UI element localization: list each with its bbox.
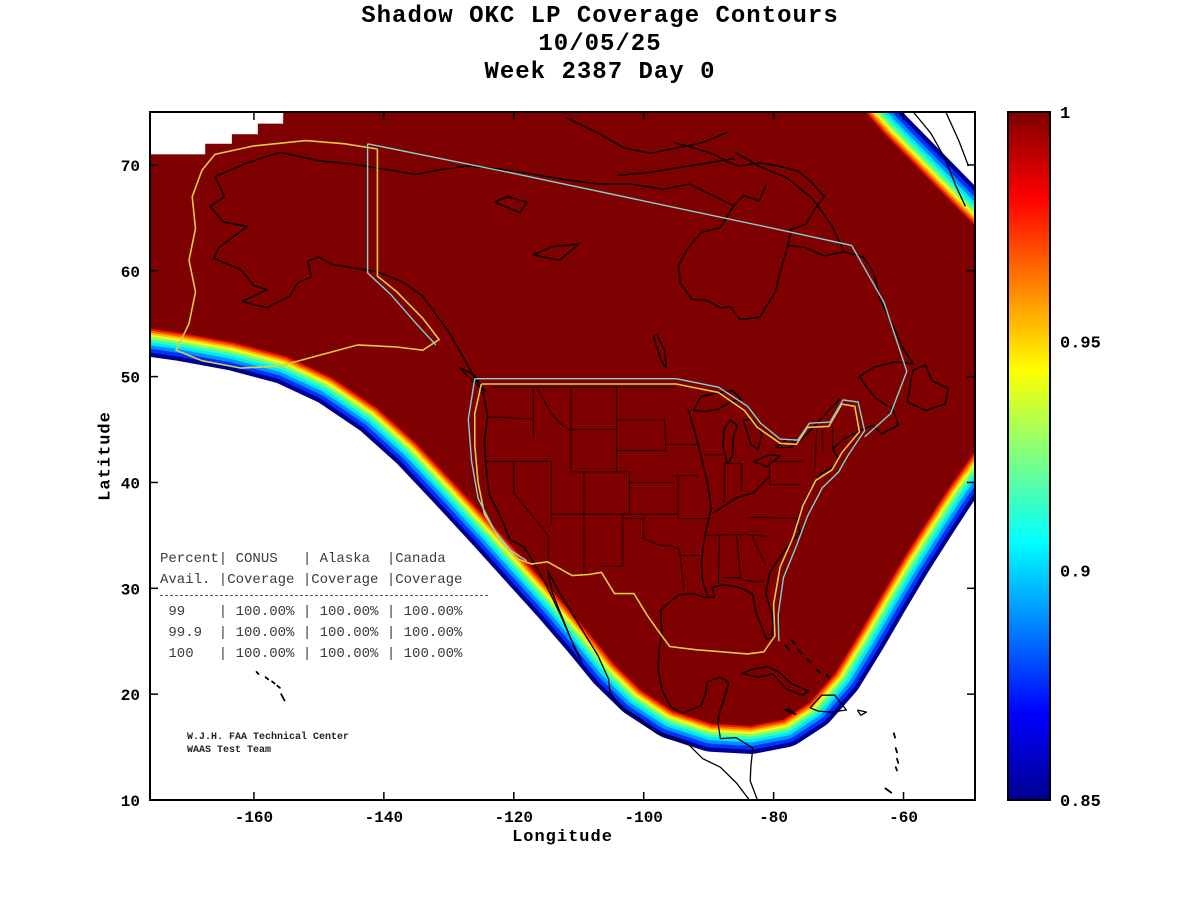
table-header-line: Percent| CONUS | Alaska |Canada — [160, 551, 446, 567]
svg-text:-80: -80 — [759, 809, 788, 827]
svg-text:-120: -120 — [495, 809, 533, 827]
svg-text:1: 1 — [1060, 105, 1070, 124]
credit-text: W.J.H. FAA Technical Center WAAS Test Te… — [187, 731, 349, 757]
plot-date: 10/05/25 — [538, 31, 662, 58]
table-row: 99 | 100.00% | 100.00% | 100.00% — [160, 604, 463, 620]
svg-text:50: 50 — [121, 370, 140, 388]
svg-text:-60: -60 — [889, 809, 918, 827]
plot-title: Shadow OKC LP Coverage Contours — [361, 3, 839, 30]
svg-text:0.95: 0.95 — [1060, 334, 1101, 353]
svg-text:30: 30 — [121, 581, 140, 599]
plot-week-day: Week 2387 Day 0 — [484, 59, 716, 86]
credit-line: W.J.H. FAA Technical Center — [187, 732, 350, 743]
svg-text:20: 20 — [121, 687, 140, 705]
svg-text:40: 40 — [121, 475, 140, 493]
table-row: 100 | 100.00% | 100.00% | 100.00% — [160, 646, 463, 662]
svg-text:-160: -160 — [235, 809, 273, 827]
svg-text:60: 60 — [121, 264, 140, 282]
y-axis-label: Latitude — [96, 411, 116, 501]
svg-text:70: 70 — [121, 158, 140, 176]
availability-table: Percent| CONUS | Alaska |Canada Avail. |… — [160, 549, 488, 665]
plot-title-block: Shadow OKC LP Coverage Contours 10/05/25… — [0, 3, 1200, 87]
svg-text:-100: -100 — [624, 809, 662, 827]
svg-text:-140: -140 — [365, 809, 403, 827]
credit-line: WAAS Test Team — [187, 745, 272, 756]
svg-text:10: 10 — [121, 793, 140, 811]
svg-text:0.9: 0.9 — [1060, 564, 1091, 583]
table-separator — [160, 595, 488, 596]
x-axis-label: Longitude — [512, 828, 613, 847]
table-header-line: Avail. |Coverage |Coverage |Coverage — [160, 572, 463, 588]
table-row: 99.9 | 100.00% | 100.00% | 100.00% — [160, 625, 463, 641]
svg-text:0.85: 0.85 — [1060, 793, 1101, 812]
